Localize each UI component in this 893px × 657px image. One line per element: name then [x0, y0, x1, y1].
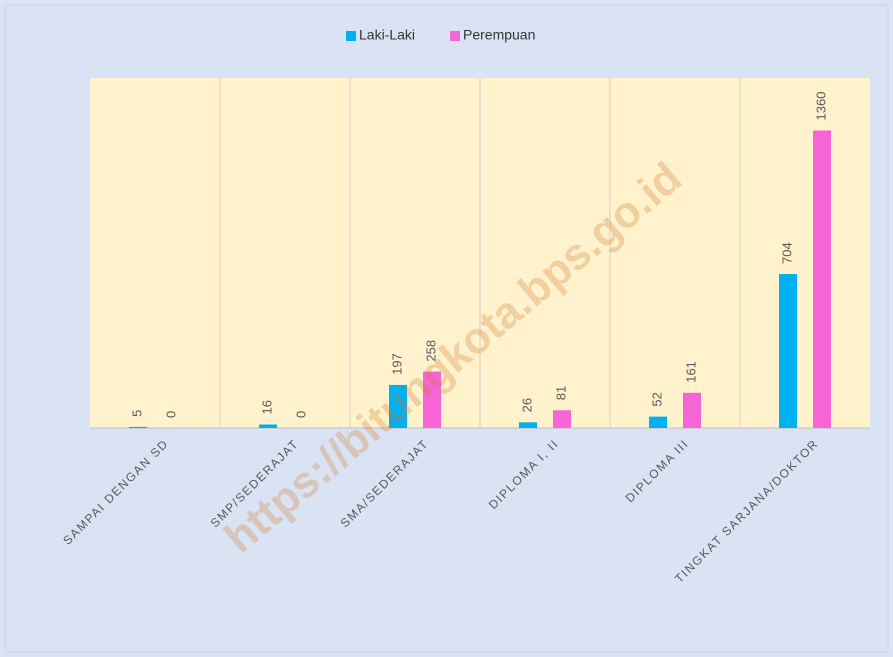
legend-swatch	[346, 31, 356, 41]
bar	[129, 426, 147, 428]
value-label: 197	[389, 353, 404, 375]
bar	[519, 422, 537, 428]
bar	[389, 384, 407, 428]
value-label: 16	[259, 400, 274, 414]
value-label: 26	[519, 398, 534, 412]
value-label: 0	[163, 411, 178, 418]
value-label: 1360	[813, 92, 828, 121]
value-label: 81	[553, 386, 568, 400]
bar	[553, 410, 571, 428]
value-label: 0	[293, 411, 308, 418]
value-label: 161	[683, 361, 698, 383]
value-label: 258	[423, 340, 438, 362]
value-label: 52	[649, 392, 664, 406]
bar	[259, 424, 277, 428]
bar	[649, 416, 667, 428]
legend-swatch	[450, 31, 460, 41]
value-label: 704	[779, 242, 794, 264]
legend-label: Laki-Laki	[359, 27, 415, 43]
bar	[683, 392, 701, 428]
bar	[423, 371, 441, 428]
legend-label: Perempuan	[463, 27, 535, 43]
bar	[813, 130, 831, 428]
value-label: 5	[129, 410, 144, 417]
bar	[779, 274, 797, 428]
